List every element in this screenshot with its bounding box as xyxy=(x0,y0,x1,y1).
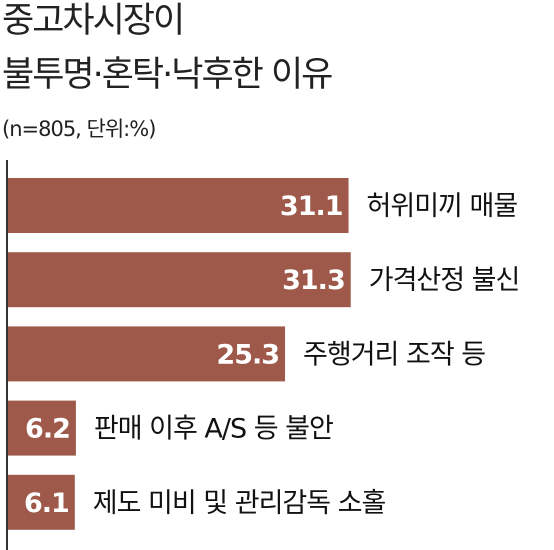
bar xyxy=(8,252,351,308)
chart-title: 중고차시장이 xyxy=(2,1,183,41)
bar xyxy=(8,178,349,233)
category-label: 제도 미비 및 관리감독 소홀 xyxy=(93,488,386,519)
category-label: 가격산정 불신 xyxy=(369,265,520,296)
chart-title: 불투명·혼탁·낙후한 이유 xyxy=(2,55,332,95)
chart-subtitle: (n=805, 단위:%) xyxy=(2,117,155,141)
value-label: 6.1 xyxy=(24,488,69,519)
bar xyxy=(8,400,76,456)
value-label: 6.2 xyxy=(25,414,70,445)
bar xyxy=(8,474,75,530)
category-label: 주행거리 조작 등 xyxy=(303,339,485,370)
value-label: 31.3 xyxy=(282,265,345,296)
value-label: 31.1 xyxy=(280,191,343,222)
category-label: 판매 이후 A/S 등 불안 xyxy=(94,414,333,445)
category-label: 허위미끼 매물 xyxy=(367,191,518,222)
value-label: 25.3 xyxy=(216,339,279,370)
bar xyxy=(8,326,286,382)
